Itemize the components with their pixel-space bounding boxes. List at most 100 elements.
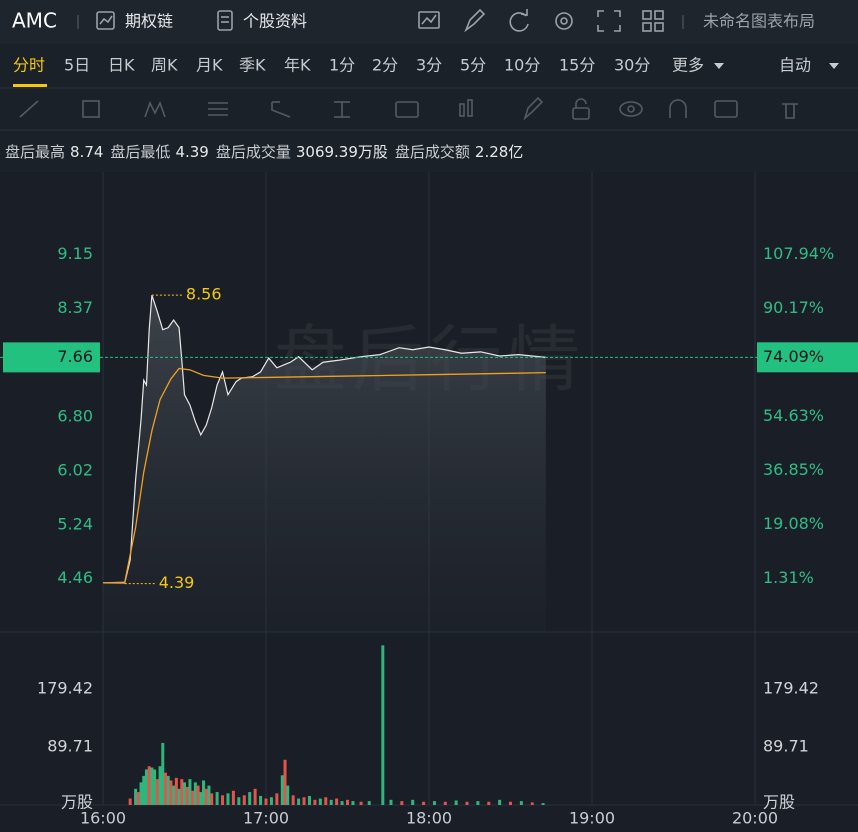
volume-bar [226, 793, 230, 805]
last-price-label: 7.66 [57, 347, 93, 366]
y-tick-label: 5.24 [57, 514, 93, 533]
volume-bar [422, 801, 426, 805]
period-tab[interactable]: 2分 [372, 56, 398, 75]
volume-bar [166, 775, 170, 805]
volume-bar [443, 801, 447, 805]
header-link[interactable]: 期权链 [125, 12, 173, 31]
volume-bar [498, 799, 502, 805]
volume-bar [307, 795, 311, 805]
x-tick-label: 17:00 [243, 809, 289, 828]
volume-bar [297, 798, 301, 805]
period-tab[interactable]: 分时 [13, 56, 45, 75]
volume-bar [183, 782, 186, 805]
volume-bar [329, 799, 333, 805]
volume-bar [454, 800, 458, 805]
volume-bar [215, 792, 219, 805]
period-tab[interactable]: 日K [108, 56, 135, 75]
volume-bar [432, 801, 436, 805]
layout-name[interactable]: 未命名图表布局 [703, 12, 815, 31]
volume-bar [400, 801, 404, 805]
layout-icon[interactable] [642, 10, 664, 32]
volume-bar [509, 801, 512, 805]
volume-bar [150, 767, 154, 805]
volume-bar [142, 775, 146, 805]
period-tab[interactable]: 更多 [672, 56, 704, 75]
y2-tick-label: 54.63% [763, 406, 824, 425]
chart-icon[interactable] [418, 11, 440, 29]
annotation-label: 8.56 [186, 285, 222, 304]
volume-bar [335, 798, 339, 805]
volume-bar [286, 785, 290, 805]
header-link[interactable]: 个股资料 [243, 12, 307, 31]
period-tab[interactable]: 5分 [460, 56, 486, 75]
volume-bar [221, 795, 225, 805]
last-pct-label: 74.09% [763, 347, 824, 366]
volume-bar [177, 788, 181, 805]
average-line [102, 367, 546, 584]
stat-label: 盘后成交额 [395, 143, 470, 161]
volume-bar [259, 795, 263, 805]
volume-bar [128, 798, 132, 805]
volume-bar [324, 797, 328, 805]
period-tab[interactable]: 15分 [559, 56, 595, 75]
stat-value: 8.74 [70, 143, 103, 161]
stats-line: 盘后最高 8.74 盘后最低 4.39 盘后成交量 3069.39万股 盘后成交额 2.28亿 [5, 143, 523, 161]
y2-tick-label: 36.85% [763, 460, 824, 479]
settings-icon[interactable] [555, 12, 573, 30]
y2-tick-label: 19.08% [763, 514, 824, 533]
x-tick-label: 16:00 [80, 809, 126, 828]
y-tick-label: 4.46 [57, 568, 93, 587]
volume-bar [340, 801, 344, 805]
volume-bar [346, 799, 349, 805]
volume-bar [302, 797, 306, 805]
volume-bar [264, 798, 268, 805]
volume-bar [351, 801, 355, 805]
y-tick-label: 8.37 [57, 298, 93, 317]
volume-bar [202, 780, 206, 805]
period-tab[interactable]: 1分 [329, 56, 355, 75]
volume-bar [359, 801, 363, 805]
y-tick-label: 6.80 [57, 406, 93, 425]
volume-bar [519, 801, 523, 805]
y2-tick-label: 107.94% [763, 244, 834, 263]
volume-bar [136, 792, 140, 805]
volume-bar [134, 788, 138, 805]
profile-icon[interactable] [217, 10, 233, 31]
refresh-icon[interactable] [509, 9, 529, 32]
fullscreen-icon[interactable] [597, 10, 621, 32]
volume-bar [185, 786, 189, 805]
draw-icon[interactable] [464, 8, 486, 33]
active-underline [13, 84, 47, 87]
stat-value: 2.28亿 [475, 143, 523, 161]
volume-bar [174, 777, 178, 805]
last-pct-badge [757, 342, 858, 373]
x-tick-label: 20:00 [732, 809, 778, 828]
option-chain-icon[interactable] [96, 11, 115, 30]
volume-bar [199, 792, 203, 805]
period-tab[interactable]: 10分 [504, 56, 540, 75]
volume-unit: 万股 [763, 793, 795, 812]
volume-bar [318, 798, 322, 805]
volume-bar [476, 801, 480, 805]
period-tab[interactable]: 5日 [64, 56, 90, 75]
volume-bar [161, 742, 165, 805]
volume-bar [465, 801, 469, 805]
adjust-select[interactable]: 自动 [779, 56, 811, 75]
period-tab[interactable]: 周K [151, 56, 178, 75]
volume-bar [153, 769, 157, 805]
period-tab[interactable]: 年K [284, 56, 311, 75]
volume-bar [163, 772, 167, 805]
volume-bar [158, 766, 162, 805]
volume-bar [291, 795, 295, 805]
last-price-badge [3, 342, 100, 373]
period-tab[interactable]: 月K [196, 56, 223, 75]
period-tab[interactable]: 3分 [416, 56, 442, 75]
period-tab[interactable]: 30分 [614, 56, 650, 75]
x-tick-label: 18:00 [406, 809, 452, 828]
stat-label: 盘后最低 [110, 143, 170, 161]
volume-bar [188, 779, 192, 805]
y-tick-label: 9.15 [57, 244, 93, 263]
period-tab[interactable]: 季K [239, 56, 266, 75]
volume-bar [242, 795, 246, 805]
